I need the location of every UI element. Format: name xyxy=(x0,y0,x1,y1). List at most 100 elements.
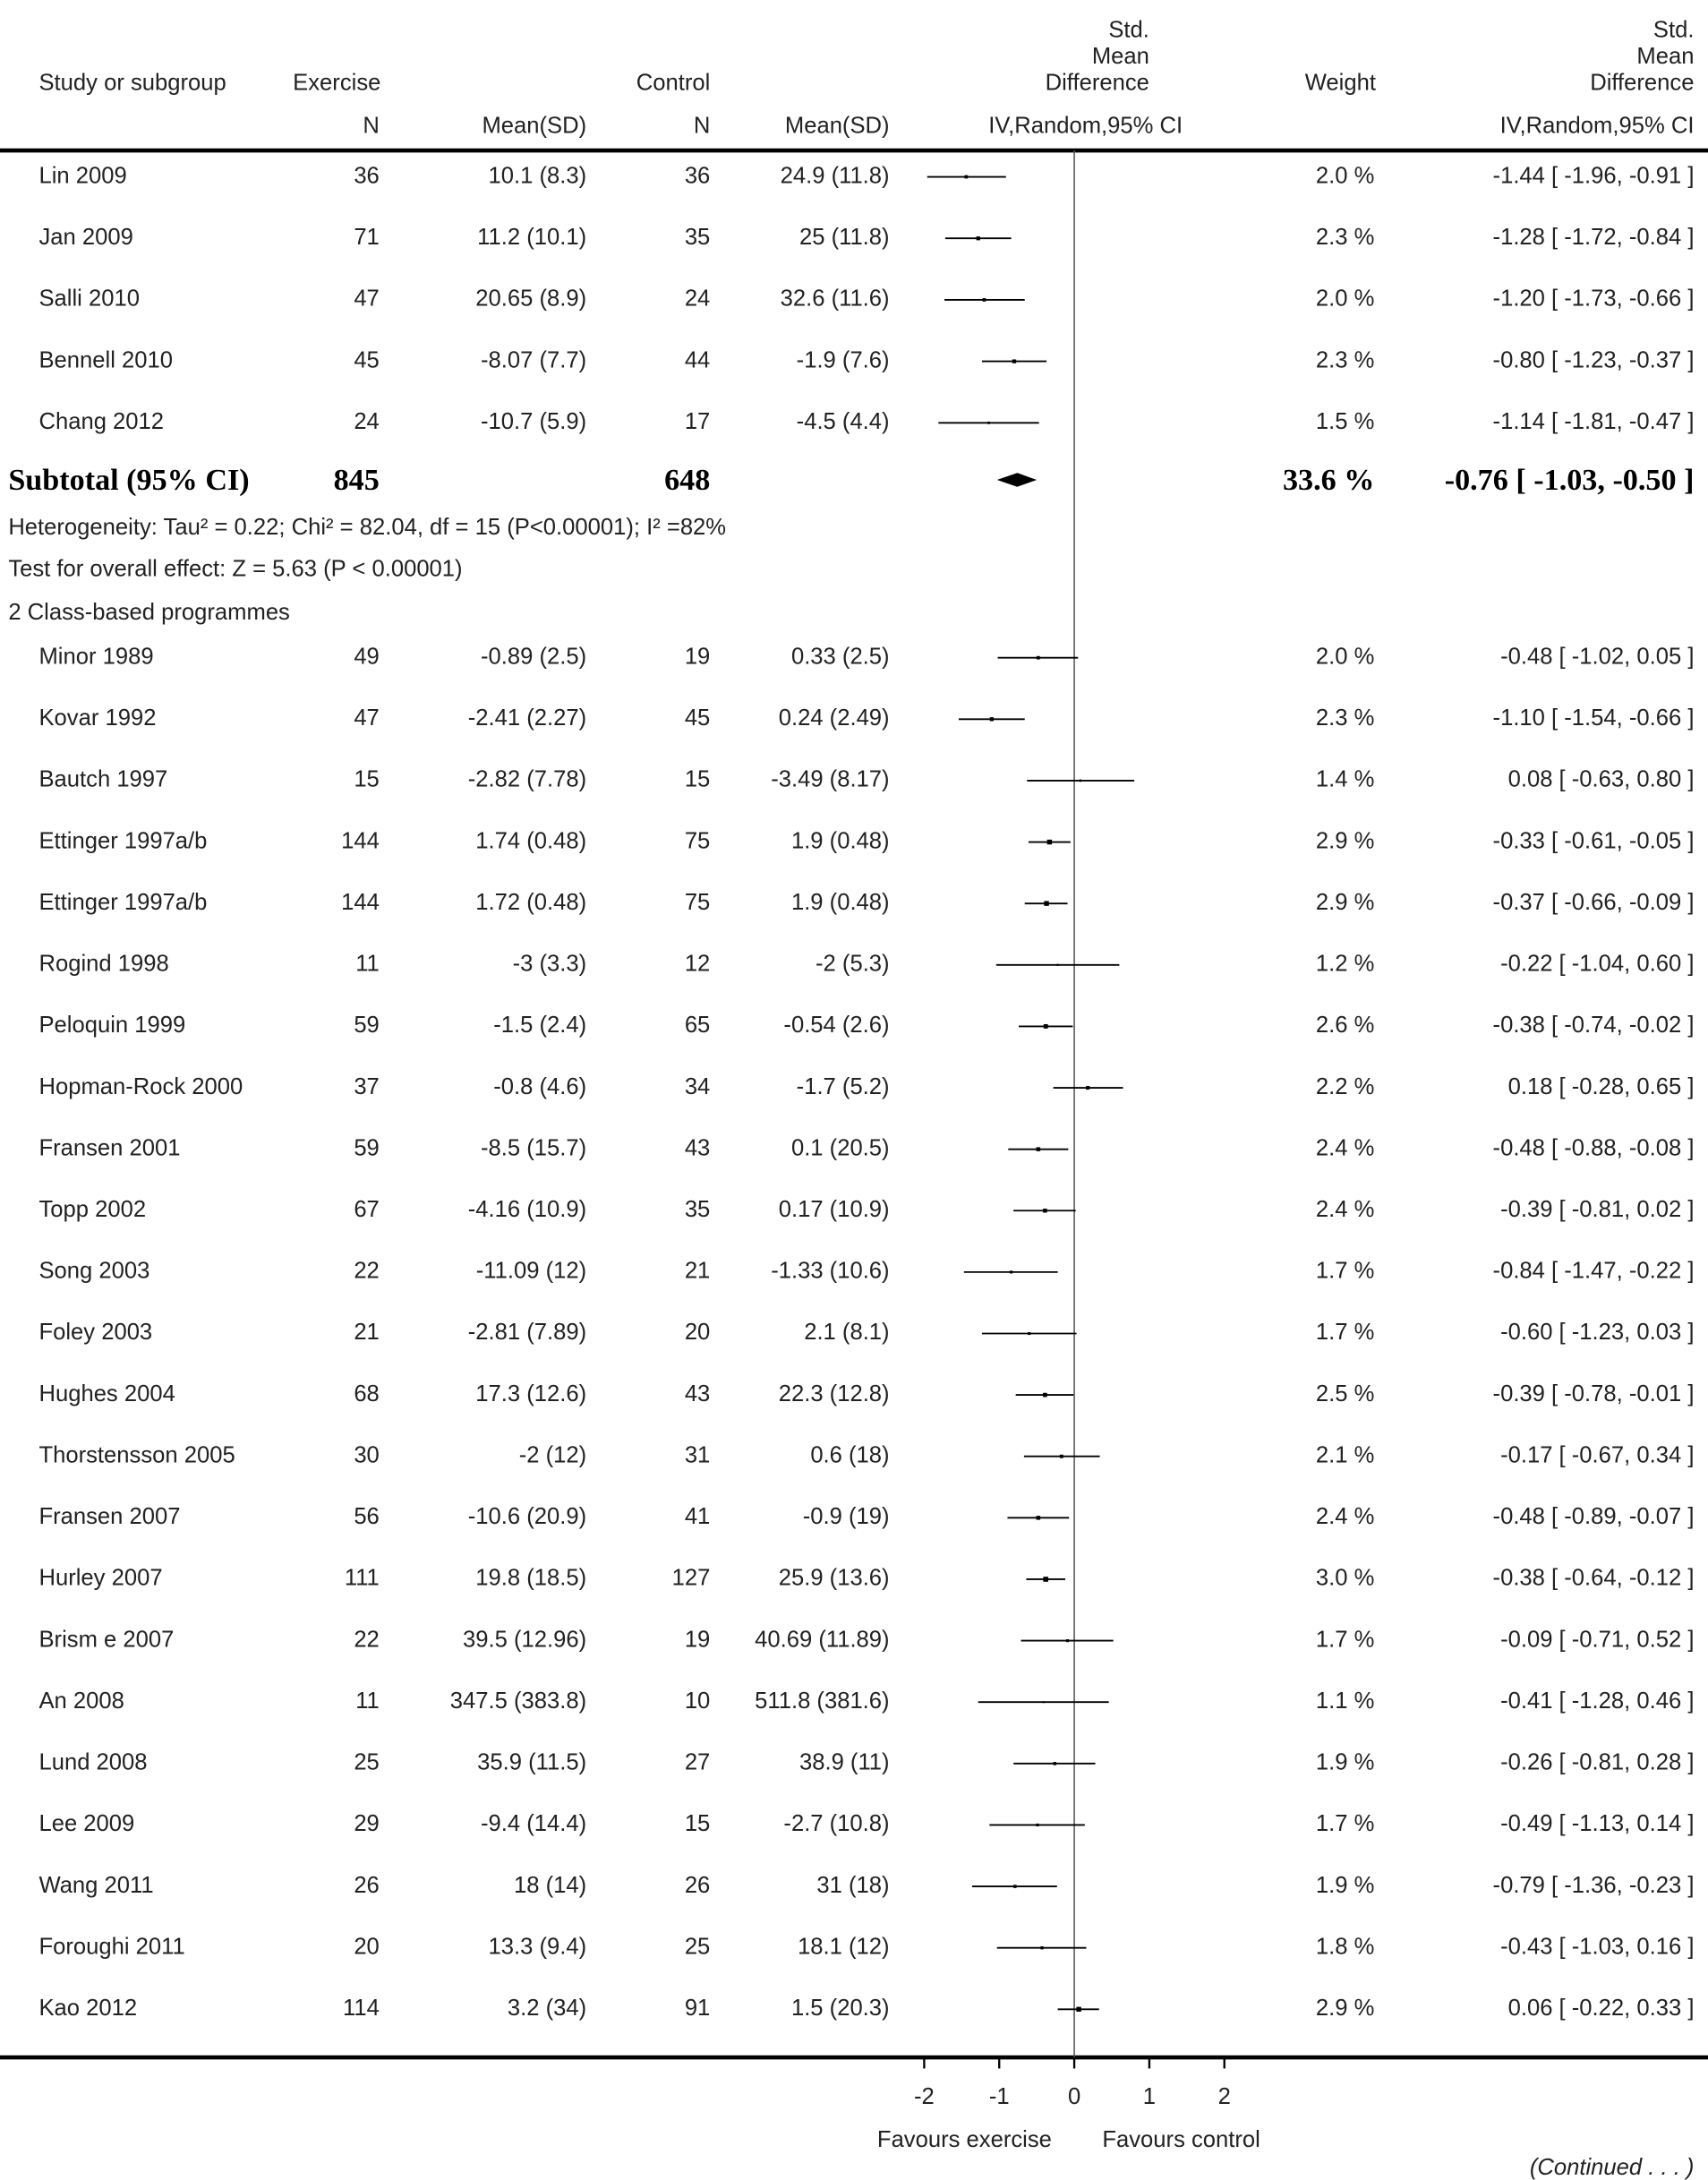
cell: 41 xyxy=(685,1504,711,1529)
cell: 35 xyxy=(685,1197,711,1222)
cell: 2.0 % xyxy=(1316,644,1375,669)
cell: 347.5 (383.8) xyxy=(450,1688,586,1714)
cell: 1.72 (0.48) xyxy=(475,890,586,915)
group-title: 2 Class-based programmes xyxy=(8,600,290,625)
cell: 17.3 (12.6) xyxy=(475,1381,586,1406)
cell: 11 xyxy=(355,952,380,977)
cell: -1.5 (2.4) xyxy=(493,1013,586,1038)
effect-marker xyxy=(1065,1639,1070,1643)
cell: 10 xyxy=(685,1688,711,1714)
cell: 38.9 (11) xyxy=(799,1750,890,1775)
cell: -1.7 (5.2) xyxy=(797,1074,890,1099)
cell: 19.8 (18.5) xyxy=(475,1566,586,1591)
cell: 1.8 % xyxy=(1316,1934,1375,1959)
effect-marker xyxy=(1043,1023,1048,1029)
cell: -0.60 [ -1.23, 0.03 ] xyxy=(1500,1320,1694,1345)
cell: 15 xyxy=(685,767,711,792)
cell: 67 xyxy=(354,1197,380,1222)
cell: 24 xyxy=(354,409,380,434)
cell: 15 xyxy=(354,767,380,792)
cell: Lee 2009 xyxy=(38,1811,134,1836)
effect-marker xyxy=(1043,1577,1049,1582)
subtotal-weight: 33.6 % xyxy=(1283,464,1374,497)
cell: Wang 2011 xyxy=(38,1873,153,1898)
effect-marker xyxy=(1036,1147,1041,1151)
cell: 144 xyxy=(341,890,380,915)
effect-marker xyxy=(1043,1392,1047,1398)
column-header: Weight xyxy=(1305,70,1376,95)
cell: -1.10 [ -1.54, -0.66 ] xyxy=(1493,705,1695,731)
cell: Lin 2009 xyxy=(38,163,126,188)
cell: 11 xyxy=(355,1688,380,1714)
cell: -0.79 [ -1.36, -0.23 ] xyxy=(1493,1873,1695,1898)
cell: 25 (11.8) xyxy=(799,225,890,250)
column-header: Mean xyxy=(1636,44,1694,69)
cell: -2 (5.3) xyxy=(816,952,890,977)
effect-marker xyxy=(1044,901,1049,906)
heterogeneity: Heterogeneity: Tau² = 0.22; Chi² = 82.04… xyxy=(8,515,726,540)
cell: 34 xyxy=(685,1074,711,1099)
cell: 1.9 (0.48) xyxy=(791,828,890,853)
effect-marker xyxy=(1028,1331,1031,1336)
cell: Kovar 1992 xyxy=(38,705,156,731)
cell: 511.8 (381.6) xyxy=(755,1688,889,1714)
cell: -0.26 [ -0.81, 0.28 ] xyxy=(1500,1750,1694,1775)
cell: -0.41 [ -1.28, 0.46 ] xyxy=(1500,1688,1694,1714)
column-header: Study or subgroup xyxy=(38,70,226,95)
cell: 2.2 % xyxy=(1316,1074,1375,1099)
overall-effect: Test for overall effect: Z = 5.63 (P < 0… xyxy=(8,557,462,582)
cell: Lund 2008 xyxy=(38,1750,147,1775)
column-header: Control xyxy=(636,70,711,95)
cell: 1.9 (0.48) xyxy=(791,890,890,915)
cell: -1.9 (7.6) xyxy=(797,347,890,372)
column-header: Mean xyxy=(1092,44,1149,69)
cell: 127 xyxy=(672,1566,711,1591)
cell: 59 xyxy=(354,1135,380,1160)
cell: Brism e 2007 xyxy=(38,1627,174,1652)
effect-marker xyxy=(1010,1270,1013,1274)
cell: Foroughi 2011 xyxy=(38,1934,184,1959)
cell: -2.81 (7.89) xyxy=(468,1320,586,1345)
cell: -0.89 (2.5) xyxy=(481,644,586,669)
column-header: Difference xyxy=(1046,70,1149,95)
effect-marker xyxy=(987,421,990,424)
cell: 21 xyxy=(354,1320,380,1345)
cell: -0.33 [ -0.61, -0.05 ] xyxy=(1493,828,1695,853)
cell: 2.4 % xyxy=(1316,1197,1375,1222)
cell: 1.7 % xyxy=(1316,1320,1375,1345)
cell: 39.5 (12.96) xyxy=(463,1627,586,1652)
column-header: Mean(SD) xyxy=(785,113,890,138)
cell: Rogind 1998 xyxy=(38,952,168,977)
cell: 25 xyxy=(685,1934,711,1959)
x-tick-label: -2 xyxy=(914,2084,935,2109)
cell: 15 xyxy=(685,1811,711,1836)
cell: 32.6 (11.6) xyxy=(781,286,890,312)
effect-marker xyxy=(1013,1885,1017,1888)
effect-marker xyxy=(1056,963,1059,966)
cell: 45 xyxy=(354,347,380,372)
cell: -0.49 [ -1.13, 0.14 ] xyxy=(1500,1811,1694,1836)
cell: -0.54 (2.6) xyxy=(783,1013,889,1038)
cell: 20 xyxy=(354,1934,380,1959)
cell: -1.44 [ -1.96, -0.91 ] xyxy=(1493,163,1695,188)
cell: 26 xyxy=(354,1873,380,1898)
effect-marker xyxy=(1012,359,1017,363)
cell: 1.74 (0.48) xyxy=(475,828,586,853)
cell: 1.7 % xyxy=(1316,1259,1375,1284)
cell: Fransen 2001 xyxy=(38,1135,180,1160)
effect-marker xyxy=(976,236,980,241)
cell: Salli 2010 xyxy=(38,286,139,312)
cell: 11.2 (10.1) xyxy=(477,225,586,250)
cell: 19 xyxy=(685,1627,711,1652)
cell: -0.37 [ -0.66, -0.09 ] xyxy=(1493,890,1695,915)
effect-marker xyxy=(1079,779,1082,782)
cell: Peloquin 1999 xyxy=(38,1013,185,1038)
cell: 36 xyxy=(685,163,711,188)
cell: 144 xyxy=(341,828,380,853)
effect-marker xyxy=(982,298,986,302)
cell: 0.08 [ -0.63, 0.80 ] xyxy=(1508,767,1695,792)
effect-marker xyxy=(1046,839,1053,845)
x-tick-label: 0 xyxy=(1068,2084,1080,2109)
cell: 1.9 % xyxy=(1316,1750,1375,1775)
